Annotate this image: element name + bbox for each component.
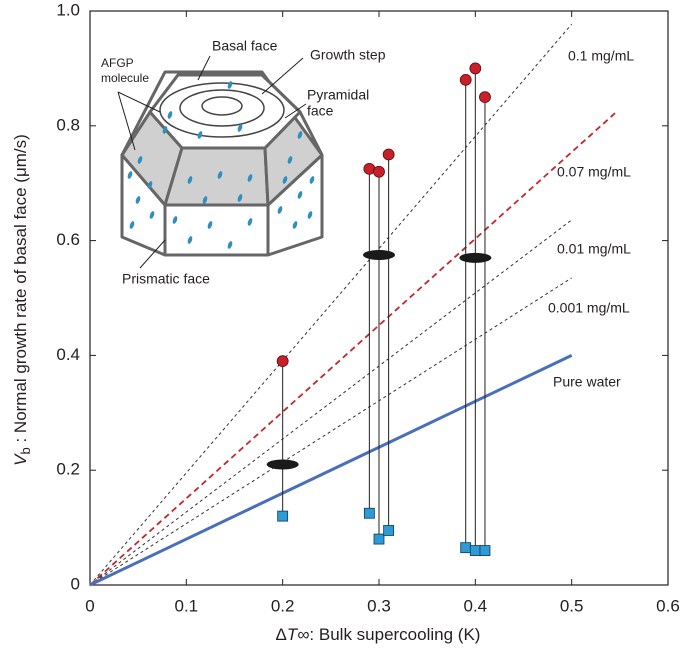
y-label-text: : Normal growth rate of basal face (μm/s… bbox=[11, 134, 30, 447]
afgp-dot bbox=[237, 194, 243, 202]
leader-line bbox=[139, 239, 166, 269]
afgp-dot bbox=[247, 174, 253, 182]
afgp-dot bbox=[162, 126, 168, 134]
afgp-dot bbox=[187, 236, 193, 244]
line-series bbox=[89, 112, 616, 586]
afgp-dot bbox=[149, 211, 155, 219]
average-marker bbox=[363, 249, 395, 260]
x-tick-label: 0.4 bbox=[464, 596, 488, 615]
afgp-dot bbox=[217, 171, 223, 179]
annotation: face bbox=[307, 103, 334, 119]
line-label: 0.001 mg/mL bbox=[548, 300, 630, 316]
afgp-dot bbox=[287, 156, 293, 164]
afgp-dot bbox=[147, 181, 153, 189]
x-label-symbol: T∞ bbox=[287, 625, 310, 644]
upper-marker bbox=[459, 73, 472, 86]
y-tick-label: 1.0 bbox=[56, 0, 80, 19]
afgp-dot bbox=[247, 218, 253, 226]
afgp-dot bbox=[297, 191, 303, 199]
line-label: 0.07 mg/mL bbox=[557, 164, 631, 180]
x-tick-label: 0.6 bbox=[656, 596, 680, 615]
y-tick-label: 0 bbox=[71, 574, 80, 593]
afgp-dot bbox=[202, 196, 208, 204]
x-tick-label: 0.5 bbox=[560, 596, 584, 615]
lower-marker bbox=[469, 545, 481, 556]
lower-marker bbox=[277, 510, 289, 522]
leader-line bbox=[117, 91, 161, 113]
afgp-molecules bbox=[127, 81, 315, 249]
upper-marker bbox=[373, 165, 385, 178]
leader-line bbox=[284, 103, 307, 119]
pyramidal-face bbox=[163, 146, 270, 207]
y-tick-label: 0.4 bbox=[56, 345, 80, 364]
growth-step bbox=[201, 96, 243, 116]
annotation: Basal face bbox=[212, 38, 278, 54]
upper-marker bbox=[469, 62, 482, 75]
x-label-text: : Bulk supercooling (K) bbox=[309, 625, 480, 644]
afgp-dot bbox=[135, 196, 141, 204]
y-tick-label: 0.8 bbox=[56, 115, 80, 134]
afgp-dot bbox=[309, 176, 315, 184]
afgp-dot bbox=[197, 131, 203, 139]
afgp-dot bbox=[227, 241, 233, 249]
growth-step bbox=[159, 82, 285, 138]
line-series bbox=[89, 277, 572, 586]
afgp-dot bbox=[172, 216, 178, 224]
x-label-delta: Δ bbox=[276, 625, 287, 644]
afgp-dot bbox=[127, 171, 133, 179]
afgp-dot bbox=[282, 176, 288, 184]
average-marker bbox=[459, 252, 492, 263]
lower-marker bbox=[373, 533, 385, 545]
afgp-dot bbox=[297, 131, 303, 139]
annotation: Prismatic face bbox=[122, 271, 210, 287]
x-tick-label: 0.3 bbox=[367, 596, 391, 615]
afgp-dot bbox=[187, 176, 193, 184]
afgp-dot bbox=[227, 81, 233, 89]
annotation: AFGP bbox=[101, 56, 134, 70]
annotation: Pyramidal bbox=[307, 87, 369, 103]
y-label-symbol: V bbox=[11, 453, 30, 466]
leader-line bbox=[117, 91, 136, 151]
x-axis-label: ΔT∞: Bulk supercooling (K) bbox=[276, 625, 481, 644]
x-tick-label: 0.2 bbox=[271, 596, 295, 615]
lower-marker bbox=[479, 545, 491, 556]
y-tick-label: 0.2 bbox=[56, 460, 80, 479]
upper-marker bbox=[382, 148, 395, 161]
leader-line bbox=[197, 55, 211, 81]
afgp-dot bbox=[167, 111, 173, 119]
y-label-subscript: b bbox=[18, 447, 33, 454]
upper-marker bbox=[276, 355, 289, 368]
upper-marker bbox=[479, 91, 491, 103]
lower-marker bbox=[363, 507, 375, 519]
lower-marker bbox=[460, 542, 472, 554]
x-tick-label: 0 bbox=[85, 596, 94, 615]
afgp-dot bbox=[277, 206, 283, 214]
lower-marker bbox=[383, 525, 395, 536]
afgp-dot bbox=[307, 211, 313, 219]
growth-step bbox=[179, 89, 265, 127]
line-label: Pure water bbox=[553, 374, 621, 390]
afgp-dot bbox=[237, 124, 243, 132]
x-tick-label: 0.1 bbox=[175, 596, 199, 615]
annotation: Growth step bbox=[310, 47, 386, 63]
afgp-dot bbox=[137, 156, 143, 164]
afgp-dot bbox=[207, 221, 213, 229]
average-marker bbox=[266, 459, 299, 470]
crystal-diagram bbox=[120, 70, 324, 257]
afgp-dot bbox=[292, 221, 298, 229]
afgp-dot bbox=[129, 221, 135, 229]
leader-lines bbox=[117, 55, 307, 269]
line-label: 0.1 mg/mL bbox=[568, 48, 634, 64]
annotation: molecule bbox=[101, 71, 149, 85]
line-series bbox=[89, 219, 572, 586]
growth-steps bbox=[159, 82, 285, 138]
y-tick-label: 0.6 bbox=[56, 230, 80, 249]
line-series bbox=[89, 354, 573, 587]
y-axis-label: Vb : Normal growth rate of basal face (μ… bbox=[11, 134, 33, 466]
line-label: 0.01 mg/mL bbox=[557, 241, 631, 257]
leader-line bbox=[261, 57, 304, 95]
